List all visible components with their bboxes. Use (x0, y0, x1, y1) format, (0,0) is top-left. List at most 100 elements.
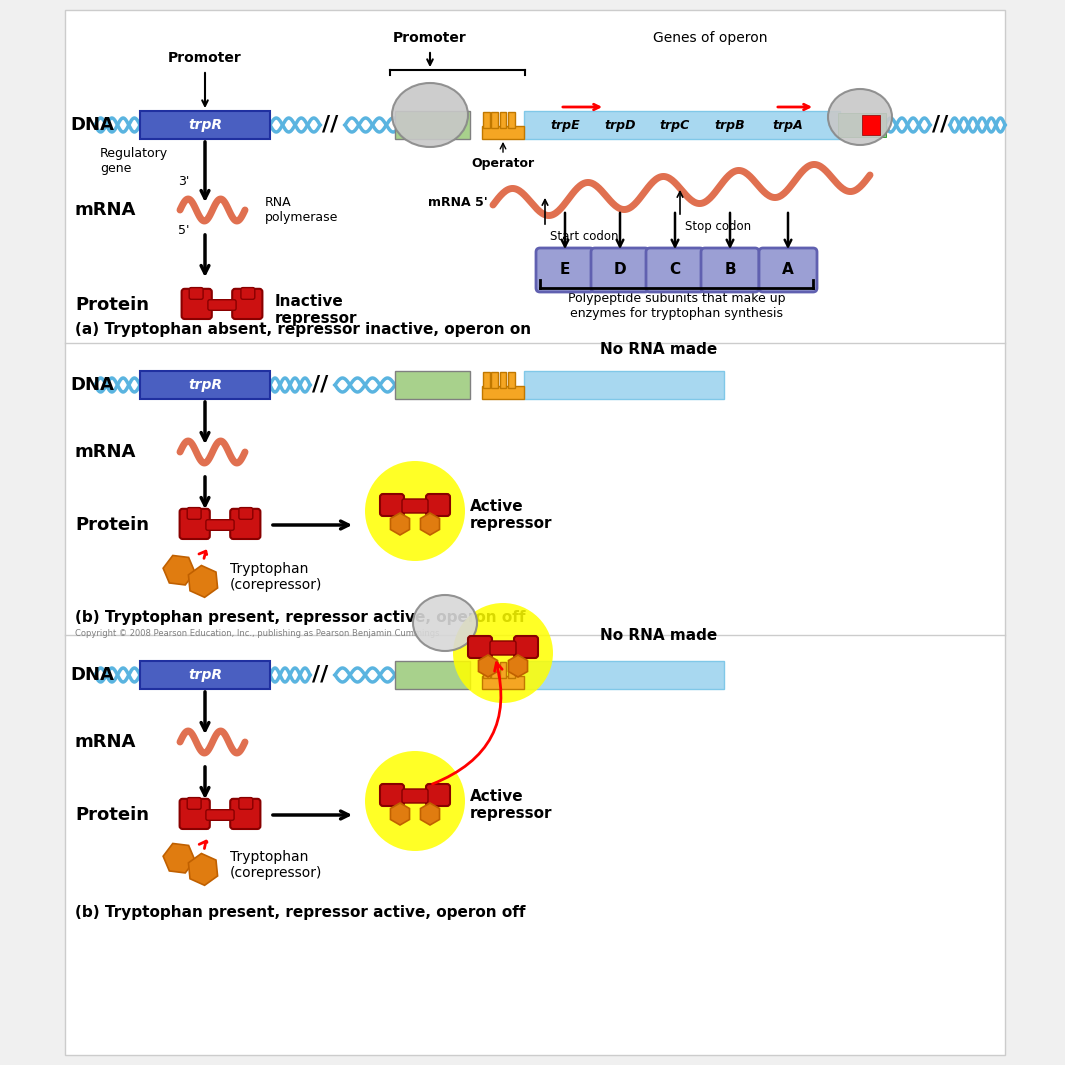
FancyBboxPatch shape (140, 661, 271, 689)
Text: No RNA made: No RNA made (600, 343, 717, 358)
FancyBboxPatch shape (230, 509, 261, 539)
Text: Active
repressor: Active repressor (470, 498, 553, 531)
Text: (b) Tryptophan present, repressor active, operon off: (b) Tryptophan present, repressor active… (75, 610, 525, 625)
Text: mRNA: mRNA (75, 443, 136, 461)
FancyBboxPatch shape (482, 127, 524, 140)
FancyBboxPatch shape (65, 10, 1005, 1055)
Text: DNA: DNA (70, 376, 114, 394)
FancyBboxPatch shape (701, 248, 759, 292)
Text: Tryptophan
(corepressor): Tryptophan (corepressor) (230, 562, 323, 592)
Circle shape (365, 461, 465, 561)
FancyBboxPatch shape (190, 288, 203, 299)
Text: C: C (670, 262, 681, 278)
FancyBboxPatch shape (499, 662, 506, 677)
FancyBboxPatch shape (499, 113, 506, 128)
Text: mRNA: mRNA (75, 201, 136, 219)
FancyBboxPatch shape (491, 373, 498, 388)
FancyBboxPatch shape (862, 115, 880, 135)
FancyBboxPatch shape (206, 809, 234, 820)
Text: Start codon: Start codon (550, 230, 619, 243)
Text: //: // (312, 665, 328, 685)
FancyBboxPatch shape (491, 113, 498, 128)
Text: Copyright © 2008 Pearson Education, Inc., publishing as Pearson Benjamin Cumming: Copyright © 2008 Pearson Education, Inc.… (75, 629, 440, 638)
FancyBboxPatch shape (514, 636, 538, 658)
Text: mRNA 5': mRNA 5' (428, 196, 488, 209)
Text: //: // (322, 115, 338, 135)
FancyBboxPatch shape (482, 662, 490, 677)
Text: A: A (782, 262, 793, 278)
Text: Protein: Protein (75, 517, 149, 534)
FancyBboxPatch shape (241, 288, 255, 299)
FancyBboxPatch shape (482, 113, 490, 128)
FancyBboxPatch shape (759, 248, 817, 292)
Text: Protein: Protein (75, 296, 149, 314)
Text: mRNA: mRNA (75, 733, 136, 751)
FancyBboxPatch shape (524, 661, 724, 689)
FancyBboxPatch shape (395, 661, 470, 689)
Text: B: B (724, 262, 736, 278)
FancyBboxPatch shape (508, 113, 514, 128)
Text: (a) Tryptophan absent, repressor inactive, operon on: (a) Tryptophan absent, repressor inactiv… (75, 322, 531, 337)
Circle shape (365, 751, 465, 851)
Text: Active
repressor: Active repressor (470, 789, 553, 821)
Text: E: E (560, 262, 570, 278)
Text: Tryptophan
(corepressor): Tryptophan (corepressor) (230, 850, 323, 880)
Text: trpR: trpR (189, 378, 222, 392)
FancyBboxPatch shape (208, 299, 236, 310)
FancyBboxPatch shape (187, 798, 201, 809)
Text: trpA: trpA (772, 118, 803, 131)
FancyBboxPatch shape (426, 784, 450, 806)
Text: //: // (312, 375, 328, 395)
Text: No RNA made: No RNA made (600, 627, 717, 642)
Text: Regulatory
gene: Regulatory gene (100, 147, 168, 175)
FancyBboxPatch shape (426, 494, 450, 517)
FancyBboxPatch shape (187, 508, 201, 520)
FancyBboxPatch shape (491, 662, 498, 677)
FancyBboxPatch shape (380, 784, 404, 806)
Text: trpR: trpR (189, 668, 222, 682)
FancyBboxPatch shape (499, 373, 506, 388)
FancyBboxPatch shape (395, 371, 470, 399)
FancyBboxPatch shape (380, 494, 404, 517)
FancyBboxPatch shape (524, 111, 840, 140)
FancyBboxPatch shape (206, 520, 234, 530)
Text: trpE: trpE (551, 118, 579, 131)
Text: trpR: trpR (189, 118, 222, 132)
FancyBboxPatch shape (468, 636, 492, 658)
Text: D: D (613, 262, 626, 278)
FancyBboxPatch shape (140, 371, 271, 399)
FancyBboxPatch shape (536, 248, 594, 292)
Text: Promoter: Promoter (168, 51, 242, 65)
Text: Polypeptide subunits that make up
enzymes for tryptophan synthesis: Polypeptide subunits that make up enzyme… (568, 292, 785, 319)
FancyBboxPatch shape (482, 373, 490, 388)
Text: DNA: DNA (70, 116, 114, 134)
FancyBboxPatch shape (182, 289, 212, 320)
FancyBboxPatch shape (482, 387, 524, 399)
Text: trpC: trpC (660, 118, 690, 131)
FancyBboxPatch shape (402, 499, 428, 513)
FancyBboxPatch shape (395, 111, 470, 140)
FancyBboxPatch shape (482, 676, 524, 689)
FancyBboxPatch shape (232, 289, 262, 320)
FancyBboxPatch shape (646, 248, 704, 292)
Text: Protein: Protein (75, 806, 149, 824)
FancyBboxPatch shape (239, 508, 252, 520)
Circle shape (453, 603, 553, 703)
FancyBboxPatch shape (180, 799, 210, 829)
FancyBboxPatch shape (490, 641, 517, 655)
Text: DNA: DNA (70, 666, 114, 684)
FancyBboxPatch shape (838, 113, 886, 137)
Ellipse shape (392, 83, 468, 147)
FancyBboxPatch shape (508, 662, 514, 677)
FancyBboxPatch shape (140, 111, 271, 140)
Text: (b) Tryptophan present, repressor active, operon off: (b) Tryptophan present, repressor active… (75, 905, 525, 920)
FancyBboxPatch shape (180, 509, 210, 539)
Ellipse shape (413, 595, 477, 651)
Text: 5': 5' (178, 224, 190, 237)
FancyBboxPatch shape (591, 248, 649, 292)
FancyBboxPatch shape (239, 798, 252, 809)
Text: Genes of operon: Genes of operon (653, 31, 767, 45)
Ellipse shape (828, 89, 892, 145)
Text: Operator: Operator (472, 157, 535, 170)
Text: trpB: trpB (715, 118, 745, 131)
